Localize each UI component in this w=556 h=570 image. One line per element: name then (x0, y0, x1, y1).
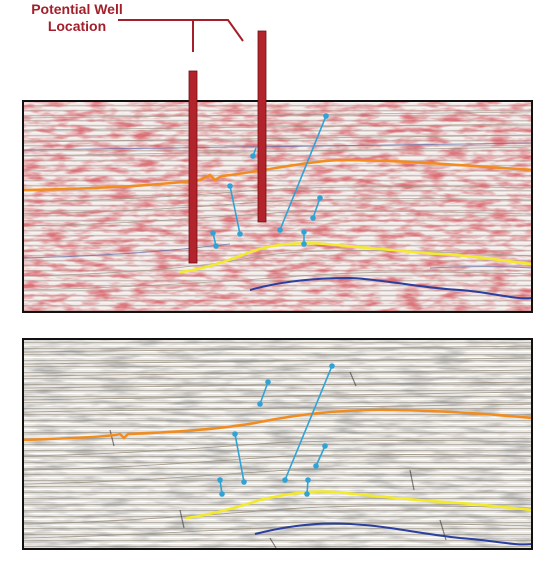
well-location-label: Potential Well Location (22, 1, 132, 35)
orange-horizon-lower (23, 408, 532, 442)
blue-horizon-lower (254, 522, 532, 546)
blue-horizon (249, 276, 532, 300)
well-bar-right (257, 30, 267, 223)
well-callout-leader (118, 19, 244, 52)
yellow-horizon (179, 242, 532, 274)
grayscale-panel-border (22, 338, 533, 550)
seismic-amplitude-panel (23, 101, 532, 312)
well-markers (188, 30, 267, 264)
well-bar-left (188, 70, 198, 264)
fault-interpretations (210, 113, 329, 249)
seismic-grayscale-panel (23, 339, 532, 549)
well-label-line-2: Location (47, 18, 107, 34)
well-label-line-1: Potential Well (31, 1, 123, 17)
yellow-horizon-lower (185, 490, 532, 520)
amplitude-panel-border (22, 100, 533, 313)
fault-interpretations-lower (217, 363, 335, 497)
